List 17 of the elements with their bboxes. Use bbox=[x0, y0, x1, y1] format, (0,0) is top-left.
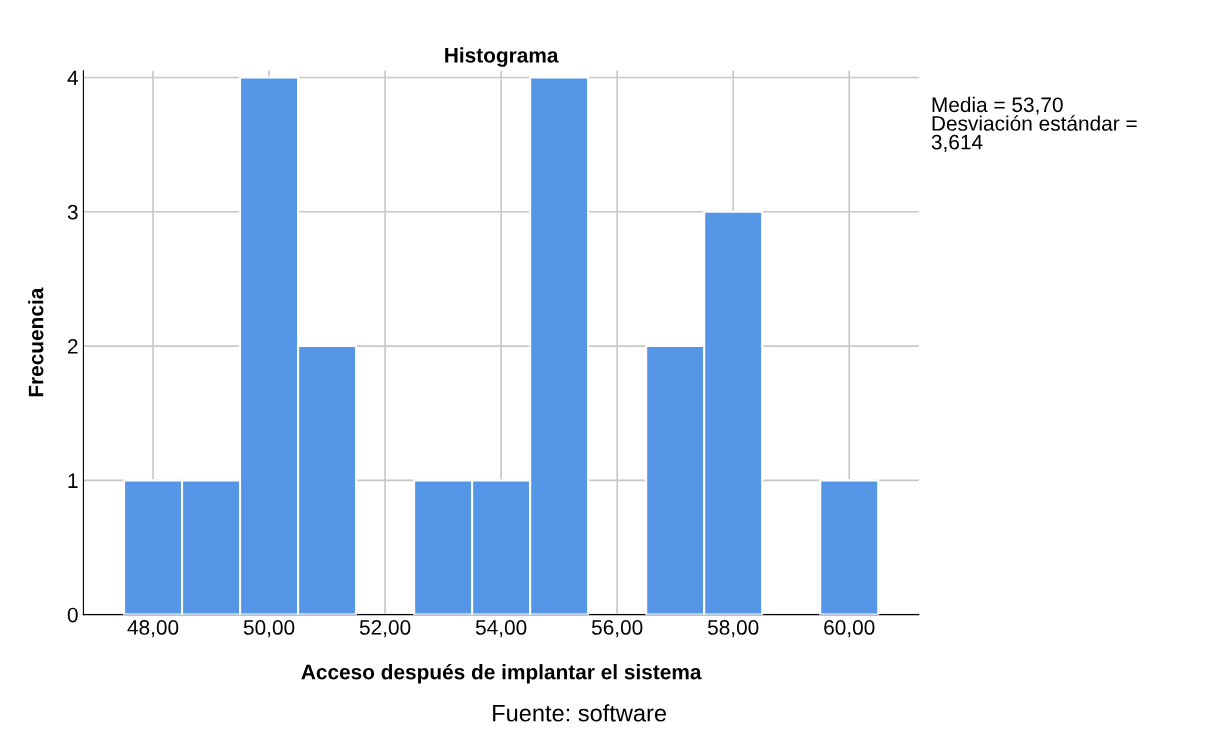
x-tick-label: 60,00 bbox=[824, 620, 875, 638]
x-tick-label: 56,00 bbox=[591, 620, 643, 638]
y-tick-label: 2 bbox=[68, 339, 78, 354]
y-axis-title: Frecuencia bbox=[28, 287, 44, 397]
text: Media = 53,70 Desviación estándar = 3,614 bbox=[931, 96, 1137, 152]
x-tick-label: 52,00 bbox=[359, 620, 411, 638]
y-tick-label: 0 bbox=[67, 607, 78, 623]
x-tick-label: 54,00 bbox=[475, 620, 527, 638]
chart-title: Histograma bbox=[445, 47, 559, 67]
x-tick-label: 58,00 bbox=[707, 620, 759, 638]
x-axis-title: Acceso después de implantar el sistema bbox=[301, 663, 702, 684]
source-note: Fuente: software bbox=[493, 704, 666, 722]
x-tick-label: 48,00 bbox=[127, 620, 179, 638]
y-tick-label: 1 bbox=[68, 473, 78, 488]
x-tick-label: 50,00 bbox=[243, 620, 295, 638]
y-tick-label: 4 bbox=[67, 70, 78, 86]
y-tick-label: 3 bbox=[67, 204, 78, 220]
